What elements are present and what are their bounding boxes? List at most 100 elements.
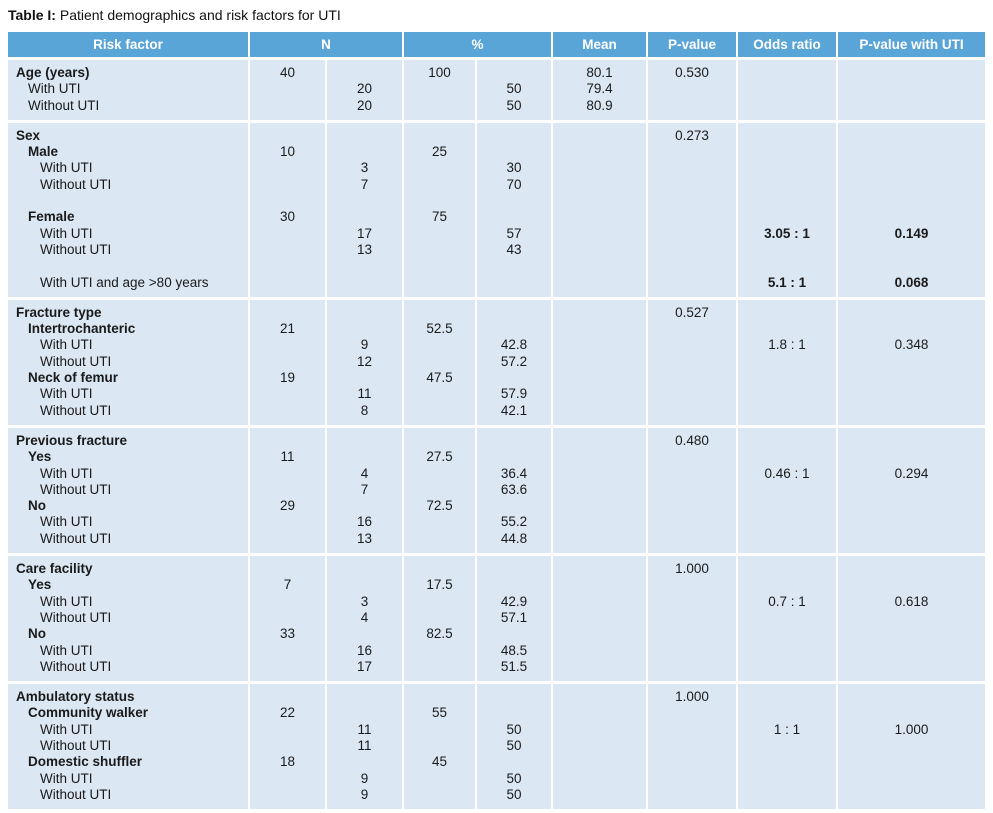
cell-odds-ratio (738, 737, 838, 755)
cell-p-value-with-uti (838, 176, 985, 194)
table-title-text: Patient demographics and risk factors fo… (55, 7, 341, 23)
table-row: Domestic shuffler 18 45 (8, 754, 985, 771)
cell-odds-ratio (738, 556, 838, 578)
cell-mean (553, 225, 648, 242)
cell-pct-total (404, 609, 477, 627)
table-row: Neck of femur 19 47.5 (8, 370, 985, 387)
cell-n-total (250, 593, 327, 610)
cell-p-value-with-uti: 0.618 (838, 593, 985, 610)
cell-risk-factor: No (8, 498, 250, 515)
cell-odds-ratio (738, 97, 838, 120)
cell-n-sub (327, 498, 404, 515)
table-row: With UTI 20 50 79.4 (8, 81, 985, 98)
table-row: Without UTI 17 51.5 (8, 658, 985, 682)
table-row: With UTI 9 50 (8, 770, 985, 787)
cell-pct-sub: 51.5 (477, 658, 553, 682)
cell-risk-factor: Community walker (8, 705, 250, 722)
cell-risk-factor: With UTI (8, 386, 250, 403)
cell-n-sub (327, 274, 404, 297)
cell-n-total: 18 (250, 754, 327, 771)
cell-pct-sub (477, 274, 553, 297)
cell-p-value-with-uti (838, 609, 985, 627)
cell-risk-factor: With UTI (8, 337, 250, 354)
cell-pct-sub (477, 577, 553, 594)
cell-pct-sub: 42.8 (477, 337, 553, 354)
cell-n-sub (327, 321, 404, 338)
cell-pct-total (404, 530, 477, 554)
cell-odds-ratio: 0.7 : 1 (738, 593, 838, 610)
cell-odds-ratio (738, 609, 838, 627)
cell-mean (553, 514, 648, 531)
cell-n-total (250, 530, 327, 554)
table-row: Without UTI 20 50 80.9 (8, 97, 985, 120)
cell-pct-total (404, 160, 477, 177)
cell-p-value (648, 705, 738, 722)
cell-p-value (648, 721, 738, 738)
cell-n-total: 29 (250, 498, 327, 515)
cell-p-value-with-uti (838, 481, 985, 499)
cell-p-value-with-uti (838, 97, 985, 120)
cell-p-value-with-uti (838, 577, 985, 594)
cell-pct-total (404, 721, 477, 738)
cell-p-value-with-uti (838, 122, 985, 145)
cell-p-value-with-uti (838, 498, 985, 515)
table-row: Sex 0.273 (8, 122, 985, 145)
cell-p-value-with-uti: 0.149 (838, 225, 985, 242)
cell-n-sub: 17 (327, 658, 404, 682)
cell-n-total (250, 353, 327, 371)
cell-risk-factor: Previous fracture (8, 427, 250, 450)
cell-n-total (250, 684, 327, 706)
cell-mean (553, 721, 648, 738)
cell-p-value (648, 337, 738, 354)
cell-pct-sub (477, 427, 553, 450)
cell-n-total (250, 658, 327, 682)
cell-n-total: 33 (250, 626, 327, 643)
cell-n-sub: 7 (327, 176, 404, 194)
cell-n-total (250, 514, 327, 531)
cell-p-value-with-uti: 0.294 (838, 465, 985, 482)
cell-mean (553, 402, 648, 425)
header-p-value: P-value (648, 32, 738, 57)
cell-p-value (648, 144, 738, 161)
cell-pct-sub: 70 (477, 176, 553, 194)
cell-p-value (648, 770, 738, 787)
cell-n-total: 10 (250, 144, 327, 161)
table-section-age: Age (years) 40 100 80.1 0.530 With UTI 20 50 79.… (8, 60, 985, 120)
cell-risk-factor: Without UTI (8, 530, 250, 554)
cell-p-value-with-uti (838, 449, 985, 466)
cell-odds-ratio (738, 60, 838, 82)
cell-odds-ratio (738, 299, 838, 322)
cell-n-total (250, 402, 327, 425)
cell-mean (553, 427, 648, 450)
cell-n-sub: 13 (327, 241, 404, 259)
cell-p-value (648, 370, 738, 387)
cell-n-sub: 16 (327, 642, 404, 659)
cell-p-value: 1.000 (648, 556, 738, 578)
cell-odds-ratio (738, 122, 838, 145)
table-row: Age (years) 40 100 80.1 0.530 (8, 60, 985, 82)
cell-risk-factor: Without UTI (8, 658, 250, 682)
cell-n-sub: 11 (327, 386, 404, 403)
cell-p-value-with-uti (838, 754, 985, 771)
cell-p-value-with-uti: 0.068 (838, 274, 985, 297)
cell-mean (553, 386, 648, 403)
table-row: Without UTI 7 70 (8, 176, 985, 194)
table-row: With UTI 4 36.4 0.46 : 1 0.294 (8, 465, 985, 482)
cell-pct-sub: 50 (477, 737, 553, 755)
cell-odds-ratio (738, 626, 838, 643)
cell-p-value-with-uti (838, 402, 985, 425)
table-row: With UTI 9 42.8 1.8 : 1 0.348 (8, 337, 985, 354)
cell-risk-factor: With UTI (8, 721, 250, 738)
cell-odds-ratio (738, 658, 838, 682)
cell-odds-ratio (738, 786, 838, 810)
cell-mean (553, 556, 648, 578)
cell-mean (553, 321, 648, 338)
cell-n-total: 11 (250, 449, 327, 466)
cell-pct-total: 72.5 (404, 498, 477, 515)
cell-odds-ratio (738, 684, 838, 706)
cell-pct-sub (477, 556, 553, 578)
cell-pct-total (404, 684, 477, 706)
cell-pct-total: 52.5 (404, 321, 477, 338)
cell-n-total (250, 160, 327, 177)
